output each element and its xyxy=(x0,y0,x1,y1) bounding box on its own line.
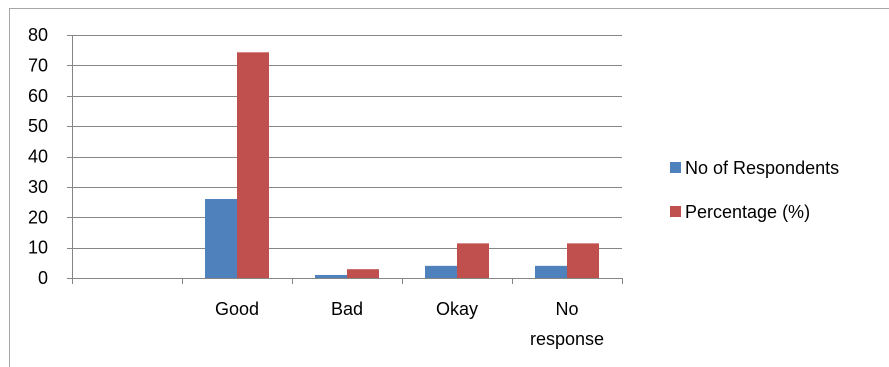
y-tick-label-50: 50 xyxy=(28,116,48,136)
bar-no-response-series-1 xyxy=(567,243,599,278)
bar-okay-series-0 xyxy=(425,265,457,278)
bar-bad-series-0 xyxy=(315,274,347,278)
legend-label-series-1: Percentage (%) xyxy=(685,202,810,222)
legend: No of Respondents Percentage (%) xyxy=(670,158,839,222)
y-tick-label-0: 0 xyxy=(38,268,48,288)
y-tick-label-70: 70 xyxy=(28,55,48,75)
y-axis-tick-labels: 0 10 20 30 40 50 60 70 80 xyxy=(28,25,48,288)
x-category-label-okay: Okay xyxy=(436,299,478,319)
x-axis-category-labels: Good Bad Okay No response xyxy=(215,299,604,349)
bar-no-response-series-0 xyxy=(535,265,567,278)
y-tick-label-40: 40 xyxy=(28,147,48,167)
bar-bad-series-1 xyxy=(347,269,379,278)
x-category-label-line: Okay xyxy=(436,299,478,319)
y-tick-label-10: 10 xyxy=(28,238,48,258)
x-category-label-line: No xyxy=(555,299,578,319)
legend-swatch-series-0 xyxy=(670,162,681,173)
x-category-label-line: Good xyxy=(215,299,259,319)
legend-swatch-series-1 xyxy=(670,206,681,217)
legend-label-series-0: No of Respondents xyxy=(685,158,839,178)
y-tick-label-20: 20 xyxy=(28,207,48,227)
x-category-label-good: Good xyxy=(215,299,259,319)
y-tick-label-30: 30 xyxy=(28,177,48,197)
bars xyxy=(205,52,599,279)
bar-good-series-1 xyxy=(237,52,269,279)
y-tick-label-80: 80 xyxy=(28,25,48,45)
x-category-label-line: response xyxy=(530,329,604,349)
bar-okay-series-1 xyxy=(457,243,489,278)
x-category-label-bad: Bad xyxy=(331,299,363,319)
x-category-label-line: Bad xyxy=(331,299,363,319)
x-category-label-no-response: No response xyxy=(530,299,604,349)
bar-good-series-0 xyxy=(205,199,237,278)
axes xyxy=(67,35,623,284)
y-tick-label-60: 60 xyxy=(28,86,48,106)
gridlines xyxy=(72,35,622,249)
